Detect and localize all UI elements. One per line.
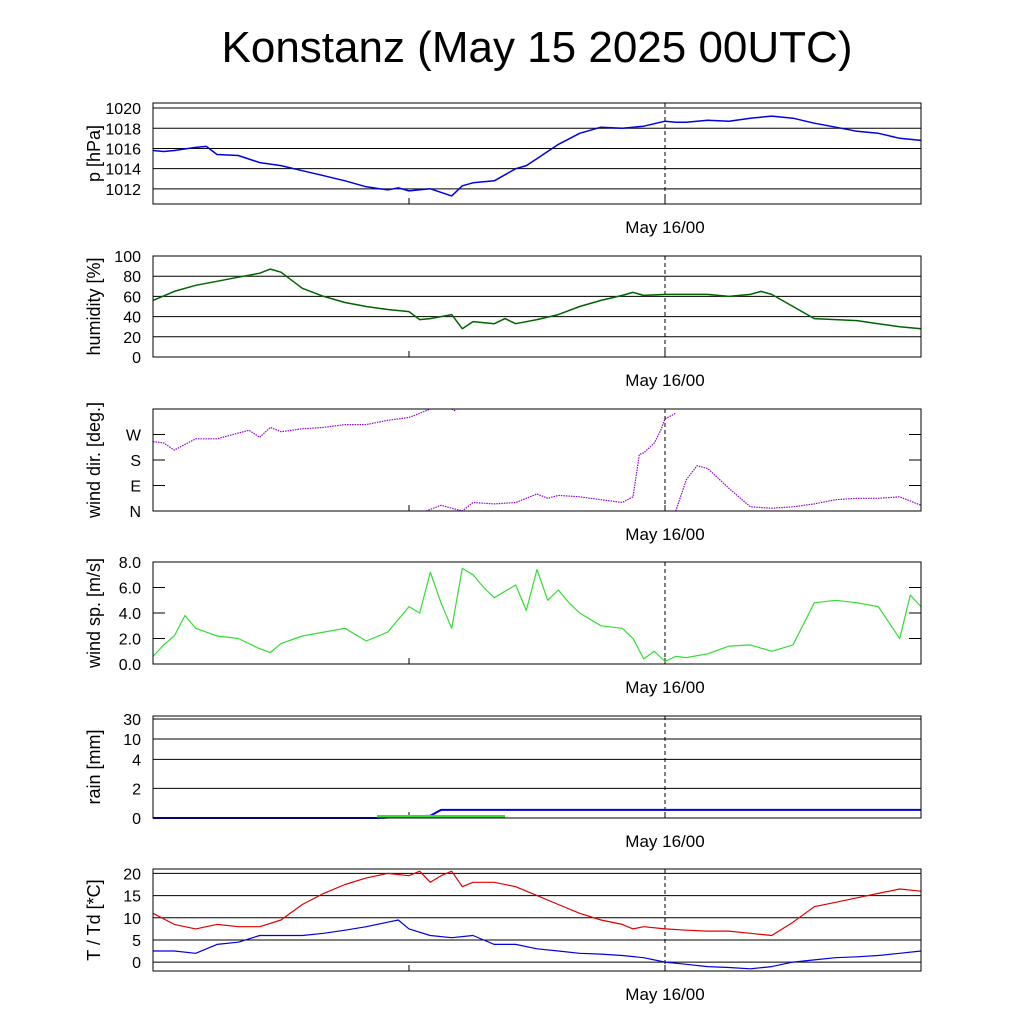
rain-panel: 0 2 4 10 30 rain [mm] May 16/00 [84,712,922,851]
wind-speed-ytick-label: 6.0 [119,581,141,598]
pressure-ytick-label: 1012 [105,182,141,199]
pressure-ytick-label: 1018 [105,121,141,138]
temperature-xaxis-label: May 16/00 [625,985,704,1004]
wind-direction-ytick-label: W [126,428,142,445]
wind-direction-ytick-label: N [129,504,141,521]
wind-speed-ytick-label: 2.0 [119,632,141,649]
pressure-xaxis-label: May 16/00 [625,218,704,237]
wind-direction-xaxis-label: May 16/00 [625,525,704,544]
rain-frame [152,715,922,819]
humidity-ytick-label: 0 [132,350,141,367]
humidity-ytick-label: 60 [123,289,141,306]
temperature-ytick-label: 15 [123,889,141,906]
wind-direction-ytick-label: E [130,479,141,496]
wind-direction-series-3 [675,465,922,512]
humidity-ytick-label: 80 [123,269,141,286]
humidity-ytick-label: 40 [123,310,141,327]
wind-direction-ytick-label: S [130,453,141,470]
temperature-axis-label: T / Td [*C] [84,879,104,960]
temperature-ytick-label: 5 [132,933,141,950]
humidity-ytick-label: 100 [114,249,141,266]
rain-axis-label: rain [mm] [84,729,104,804]
wind-speed-frame [152,561,922,665]
rain-series-0 [153,808,921,819]
pressure-axis-label: p [hPa] [84,125,104,182]
rain-ytick-label: 4 [132,752,141,769]
wind-direction-axis-label: wind dir. [deg.] [84,402,104,519]
pressure-ytick-label: 1014 [105,162,141,179]
rain-ytick-label: 0 [132,811,141,828]
wind-direction-frame [152,408,922,512]
humidity-ytick-label: 20 [123,330,141,347]
wind-speed-axis-label: wind sp. [m/s] [84,558,104,669]
rain-xaxis-label: May 16/00 [625,832,704,851]
humidity-xaxis-label: May 16/00 [625,371,704,390]
wind-speed-ytick-label: 4.0 [119,606,141,623]
rain-ytick-label: 10 [123,732,141,749]
humidity-panel: 0 20 40 60 80 100 humidity [%] May 16/00 [84,249,922,390]
rain-ytick-label: 30 [123,712,141,729]
temperature-series-t [152,870,922,937]
humidity-series-0 [152,268,922,330]
pressure-frame [152,102,922,205]
wind-speed-panel: 0.0 2.0 4.0 6.0 8.0 wind sp. [m/s] May 16/00 [84,555,922,697]
temperature-ytick-label: 20 [123,866,141,883]
wind-speed-series-0 [152,567,922,663]
temperature-panel: 0 5 10 15 20 T / Td [*C] May 16/00 [84,866,922,1004]
wind-direction-series-0 [152,408,431,451]
chart-title: Konstanz (May 15 2025 00UTC) [222,23,853,72]
temperature-ytick-label: 10 [123,911,141,928]
pressure-ytick-label: 1016 [105,141,141,158]
temperature-ytick-label: 0 [132,955,141,972]
pressure-series-0 [152,115,922,197]
humidity-axis-label: humidity [%] [84,257,104,355]
wind-direction-series-2 [425,412,676,512]
pressure-ytick-label: 1020 [105,101,141,118]
temperature-frame [152,868,922,972]
wind-speed-ytick-label: 0.0 [119,657,141,674]
humidity-frame [152,255,922,358]
wind-speed-ytick-label: 8.0 [119,555,141,572]
wind-speed-xaxis-label: May 16/00 [625,678,704,697]
rain-ytick-label: 2 [132,781,141,798]
temperature-series-td [153,919,922,970]
